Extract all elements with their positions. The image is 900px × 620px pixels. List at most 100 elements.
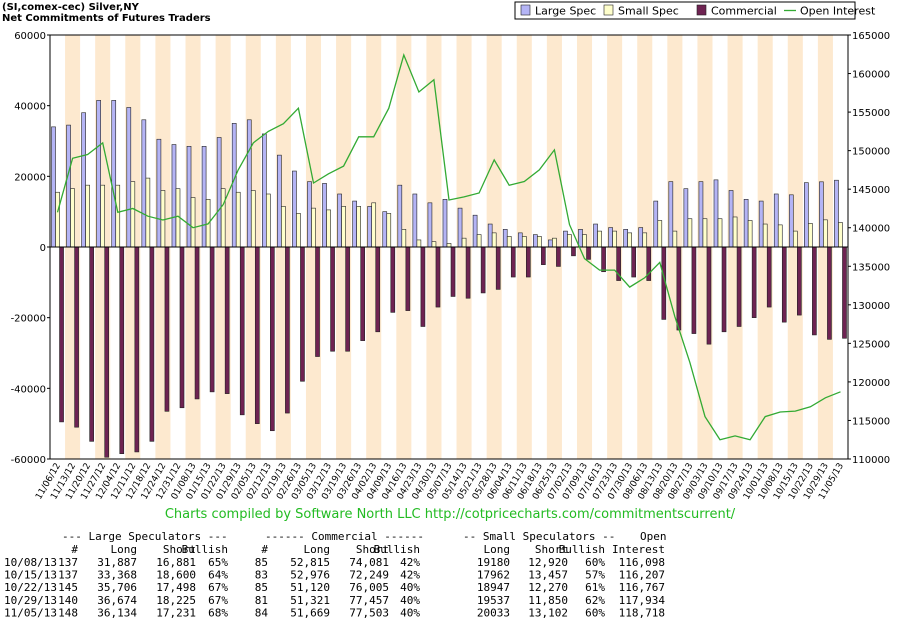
bar [743,199,749,248]
legend-swatch [696,4,707,16]
bar [442,199,448,248]
bar [231,123,237,248]
table-cell: 12,270 [528,581,568,594]
table-header: Short [163,543,196,556]
bar [300,246,305,382]
table-cell: 20033 [477,606,510,619]
table-cell: 10/29/13 [4,594,57,607]
table-cell: 65% [208,556,228,569]
bar [472,214,478,248]
bar [773,193,779,248]
table-cell: 74,081 [349,556,389,569]
bar [390,246,396,313]
y2-tick-label: 150000 [852,147,890,158]
table-cell: 17962 [477,569,510,582]
table-cell: 57% [585,569,605,582]
open-interest-line [56,53,841,441]
bar [59,246,64,423]
bar [597,230,602,248]
table-cell: 84 [255,606,269,619]
bar [758,200,764,248]
bar [571,246,576,257]
y2-tick-label: 135000 [852,262,890,273]
bar [593,223,598,248]
bar [66,124,71,248]
table-cell: 33,368 [97,569,137,582]
bar [567,234,572,248]
table-cell: 137 [58,556,78,569]
bar [401,229,407,248]
table-header: # [71,543,78,556]
legend-label: Commercial [711,5,777,18]
bar [194,246,200,400]
bar [326,209,331,248]
y2-tick-label: 155000 [852,108,890,119]
chart-subtitle: Net Commitments of Futures Traders [2,13,211,24]
bar [209,246,215,393]
bar [216,137,222,248]
bar [307,181,312,248]
bar [164,246,170,412]
bar [683,188,689,248]
bar [254,246,260,424]
table-cell: 10/22/13 [4,581,57,594]
table-cell: 85 [255,556,268,569]
bar [100,184,106,248]
bar [823,219,828,248]
bar [149,246,155,442]
table-cell: 140 [58,594,78,607]
bar [85,184,90,248]
bar [360,246,365,341]
bar [653,200,659,248]
bar [427,202,433,248]
legend-label: Small Spec [618,5,679,18]
bar [582,234,587,248]
bar [642,232,648,248]
bar [698,181,704,248]
table-cell: 52,976 [290,569,330,582]
bar [277,154,282,248]
table-cell: 36,134 [97,606,137,619]
bar [412,193,418,248]
table-cell: 42% [400,569,420,582]
table-cell: 11,850 [528,594,568,607]
table-cell: 10/15/13 [4,569,57,582]
y2-tick-label: 165000 [852,31,890,42]
table-cell: 11/05/13 [4,606,57,619]
bar [623,229,628,248]
table-cell: 40% [400,594,420,607]
table-cell: 116,098 [619,556,665,569]
bar [457,207,463,248]
bar [420,246,426,327]
bar [450,246,456,297]
bar [747,220,753,248]
bar [480,246,486,294]
table-cell: 85 [255,581,268,594]
bar [330,246,335,352]
bar [341,206,346,248]
bar [834,179,839,248]
legend-label: Open Interest [800,5,876,18]
y2-tick-label: 130000 [852,301,890,312]
bar [356,206,361,248]
bar [736,246,742,327]
bar [115,184,121,248]
bar [627,232,632,248]
bar [706,246,712,345]
bar [405,246,411,311]
table-cell: 40% [400,606,420,619]
bar [638,227,644,248]
bar [797,246,802,316]
table-cell: 117,934 [619,594,666,607]
table-cell: 35,706 [97,581,137,594]
bar [548,239,553,248]
bar [416,239,422,248]
table-cell: 77,503 [349,606,389,619]
bar [156,138,162,248]
bar [537,236,542,248]
table-cell: 137 [58,569,78,582]
bar [608,227,613,248]
bar [668,181,674,248]
table-cell: 19180 [477,556,510,569]
legend-box [514,1,856,20]
